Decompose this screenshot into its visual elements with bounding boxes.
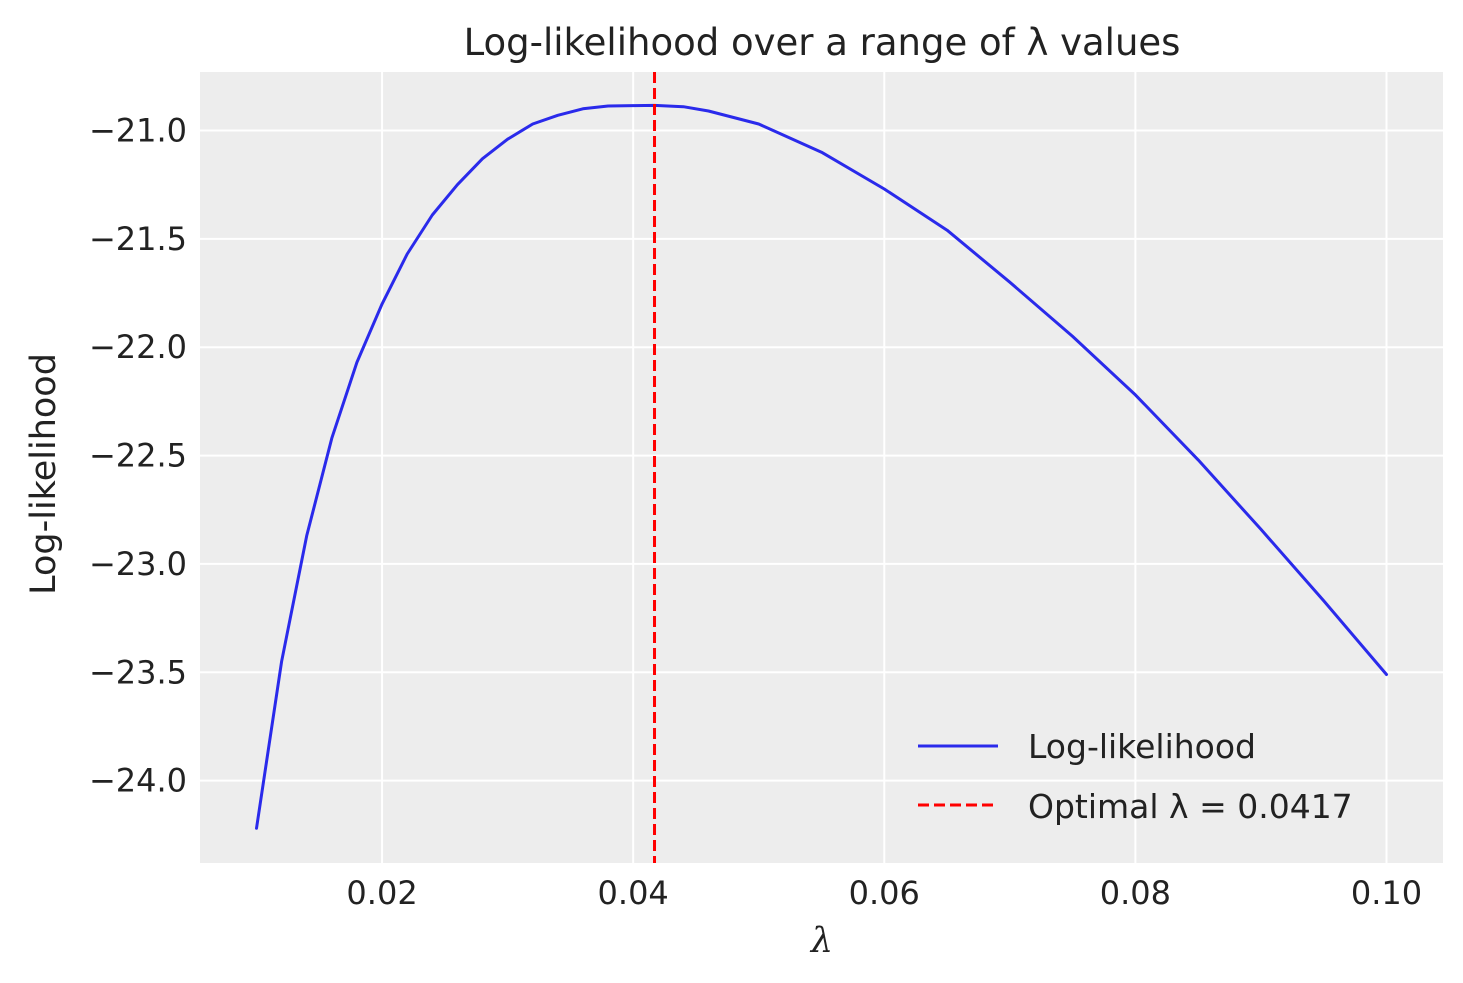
series-layer — [255, 103, 1388, 830]
grid-lines — [200, 72, 1443, 863]
y-tick-labels: −21.0 −21.5 −22.0 −22.5 −23.0 −23.5 −24.0 — [89, 112, 187, 800]
series-line-log-likelihood — [255, 103, 1388, 830]
y-tick-label: −21.0 — [89, 112, 187, 150]
legend-label-optimal-lambda: Optimal λ = 0.0417 — [1028, 787, 1353, 826]
chart-title: Log-likelihood over a range of λ values — [464, 21, 1181, 64]
y-tick-label: −23.0 — [89, 545, 187, 583]
x-axis-label: λ — [809, 921, 833, 961]
plot-area — [200, 72, 1443, 863]
y-tick-label: −24.0 — [89, 762, 187, 800]
y-tick-label: −21.5 — [89, 220, 187, 258]
x-tick-labels: 0.02 0.04 0.06 0.08 0.10 — [346, 874, 1422, 912]
x-tick-label: 0.02 — [346, 874, 417, 912]
legend-label-log-likelihood: Log-likelihood — [1028, 727, 1256, 766]
x-tick-label: 0.06 — [849, 874, 920, 912]
y-tick-label: −22.0 — [89, 328, 187, 366]
x-tick-label: 0.04 — [598, 874, 669, 912]
x-tick-label: 0.08 — [1100, 874, 1171, 912]
x-tick-label: 0.10 — [1351, 874, 1422, 912]
y-tick-label: −22.5 — [89, 437, 187, 475]
y-axis-label: Log-likelihood — [24, 353, 64, 595]
y-tick-label: −23.5 — [89, 653, 187, 691]
legend: Log-likelihood Optimal λ = 0.0417 — [918, 727, 1353, 826]
